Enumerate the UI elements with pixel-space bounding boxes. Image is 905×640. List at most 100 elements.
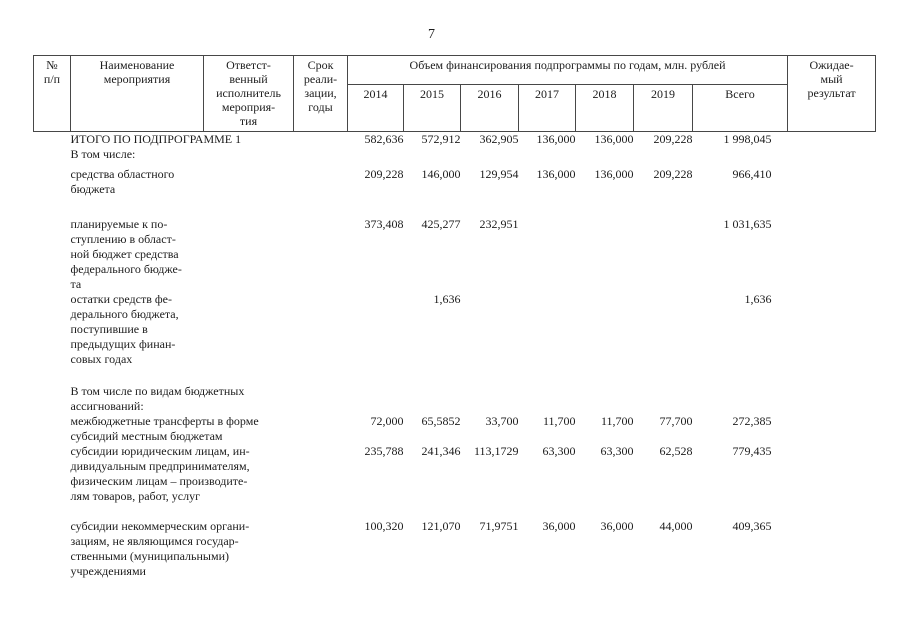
table-row: планируемые к по- ступлению в област- но… [34,217,876,292]
value-2018 [576,292,634,367]
value-2015: 425,277 [421,217,461,231]
cell-result [788,414,876,444]
table-row: средства областного бюджета 209,228 146,… [34,167,876,197]
table-row: субсидии некоммерческим органи- зациям, … [34,519,876,579]
header-col-number: № п/п [33,55,71,132]
financing-table: № п/п Наименование мероприятия Ответст- … [33,55,877,580]
table-row: субсидии юридическим лицам, ин- дивидуал… [34,444,876,504]
value-2019: 62,528 [659,444,693,458]
cell-result [788,384,876,414]
cell-number [34,444,71,504]
header-year-2019: 2019 [633,84,693,132]
value-2018 [576,217,634,292]
value-2016 [461,292,519,367]
value-2014 [348,292,404,367]
value-2015: 572,912 [421,132,461,146]
cell-result [788,167,876,197]
value-2015: 65,5852 [421,414,461,428]
header-col-term: Срок реали- зации, годы [293,55,348,132]
header-year-2018: 2018 [575,84,634,132]
header-col-total: Всего [691,84,789,132]
value-2018: 136,000 [594,167,634,181]
cell-result [788,132,876,163]
header-col-result: Ожидае- мый результат [787,55,877,132]
row-spacer [34,367,876,384]
value-total: 272,385 [732,414,772,428]
value-2017: 63,300 [542,444,576,458]
table-row: ИТОГО ПО ПОДПРОГРАММЕ 1 В том числе: 582… [34,132,876,163]
value-2019: 209,228 [653,132,693,146]
header-year-2014: 2014 [347,84,404,132]
row-label: межбюджетные трансферты в форме субсидий… [70,414,259,443]
row-spacer [34,504,876,519]
value-2018: 136,000 [594,132,634,146]
header-year-2015: 2015 [403,84,461,132]
row-label: планируемые к по- ступлению в област- но… [70,217,182,291]
value-2017: 136,000 [536,167,576,181]
value-2018: 36,000 [600,519,634,533]
value-2019: 44,000 [659,519,693,533]
value-2019: 77,700 [659,414,693,428]
cell-number [34,384,71,414]
value-2016: 71,9751 [479,519,519,533]
value-2017: 11,700 [542,414,576,428]
cell-result [788,217,876,292]
value-total: 409,365 [732,519,772,533]
value-2016: 232,951 [479,217,519,231]
value-2014: 373,408 [364,217,404,231]
row-label: ИТОГО ПО ПОДПРОГРАММЕ 1 В том числе: [70,132,242,161]
value-total: 1,636 [744,292,772,306]
value-2014: 235,788 [364,444,404,458]
cell-number [34,414,71,444]
value-2014: 72,000 [370,414,404,428]
value-2017 [519,292,576,367]
cell-number [34,217,71,292]
value-2016: 113,1729 [473,444,519,458]
value-2014: 209,228 [364,167,404,181]
header-col-name: Наименование мероприятия [70,55,204,132]
table-row: межбюджетные трансферты в форме субсидий… [34,414,876,444]
table-row: остатки средств фе- дерального бюджета, … [34,292,876,367]
value-2014: 582,636 [364,132,404,146]
value-total: 1 998,045 [723,132,772,146]
value-2017: 36,000 [542,519,576,533]
cell-result [788,519,876,579]
value-2018: 11,700 [600,414,634,428]
row-label: субсидии юридическим лицам, ин- дивидуал… [70,444,250,503]
row-label: средства областного бюджета [70,167,175,196]
value-2017: 136,000 [536,132,576,146]
value-2015: 241,346 [421,444,461,458]
cell-number [34,519,71,579]
value-total: 966,410 [732,167,772,181]
value-2016: 33,700 [485,414,519,428]
value-2014: 100,320 [364,519,404,533]
value-2019 [634,292,693,367]
header-col-executor: Ответст- венный исполнитель мероприя- ти… [203,55,294,132]
table-row: В том числе по видам бюджетных ассигнова… [34,384,876,414]
cell-result [788,292,876,367]
value-2015: 146,000 [421,167,461,181]
value-2015: 1,636 [433,292,461,306]
row-label: остатки средств фе- дерального бюджета, … [70,292,179,366]
value-2019: 209,228 [653,167,693,181]
table-header: № п/п Наименование мероприятия Ответст- … [33,55,877,132]
cell-result [788,444,876,504]
value-2019 [634,217,693,292]
value-2018: 63,300 [600,444,634,458]
row-spacer [34,197,876,217]
cell-number [34,292,71,367]
cell-number [34,167,71,197]
value-total: 1 031,635 [723,217,772,231]
row-label: В том числе по видам бюджетных ассигнова… [70,384,245,413]
value-2016: 362,905 [479,132,519,146]
value-2016: 129,954 [479,167,519,181]
page-number: 7 [428,27,435,42]
value-2017 [519,217,576,292]
value-total: 779,435 [732,444,772,458]
value-2015: 121,070 [421,519,461,533]
table-body: ИТОГО ПО ПОДПРОГРАММЕ 1 В том числе: 582… [34,132,876,580]
header-col-funding: Объем финансирования подпрограммы по год… [346,55,789,85]
cell-number [34,132,71,163]
header-year-2017: 2017 [518,84,576,132]
